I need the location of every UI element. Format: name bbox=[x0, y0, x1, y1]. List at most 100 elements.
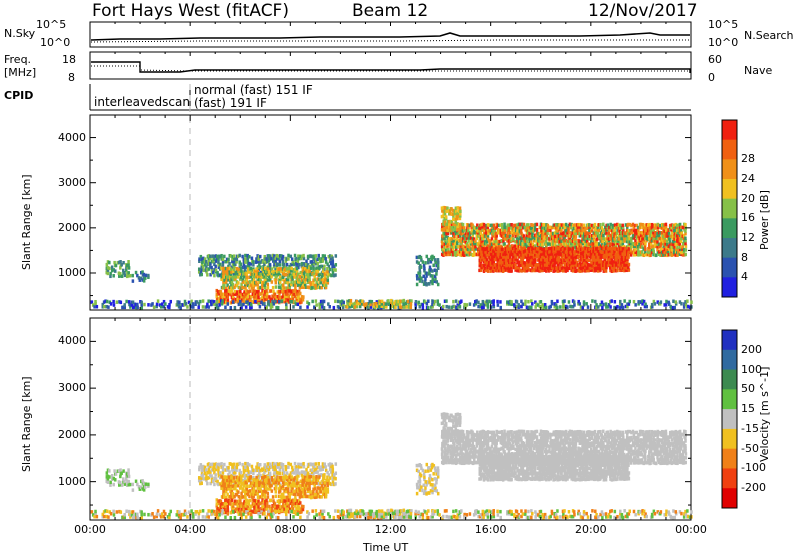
power-cell bbox=[517, 260, 520, 265]
power-cell bbox=[464, 231, 468, 235]
power-cell bbox=[621, 223, 624, 228]
velocity-cell bbox=[306, 464, 310, 469]
power-cell bbox=[574, 234, 578, 239]
velocity-cell bbox=[272, 465, 275, 469]
velocity-cell bbox=[127, 471, 130, 476]
power-cell bbox=[498, 228, 501, 233]
power-cell bbox=[260, 300, 263, 305]
power-cell bbox=[507, 249, 511, 254]
power-cell bbox=[427, 260, 430, 265]
power-cell bbox=[446, 225, 449, 230]
power-cell bbox=[556, 250, 560, 254]
power-cell bbox=[599, 239, 602, 243]
power-cell bbox=[446, 247, 450, 252]
velocity-cell bbox=[240, 491, 243, 496]
power-cell bbox=[472, 303, 476, 307]
power-cell bbox=[507, 255, 511, 259]
power-cell bbox=[613, 255, 616, 260]
power-cell bbox=[563, 299, 566, 303]
power-cell bbox=[599, 266, 603, 270]
power-cell bbox=[200, 267, 204, 272]
power-cell bbox=[528, 242, 531, 246]
power-cell bbox=[528, 254, 532, 259]
power-cell bbox=[319, 302, 323, 306]
power-cell bbox=[316, 277, 320, 281]
power-cell bbox=[593, 238, 597, 243]
power-cell bbox=[130, 303, 134, 307]
power-cell bbox=[538, 239, 541, 243]
power-cell bbox=[293, 253, 297, 258]
velocity-cell bbox=[303, 473, 306, 478]
power-cell bbox=[648, 242, 651, 246]
power-cell bbox=[441, 209, 444, 213]
velocity-cell bbox=[272, 473, 276, 477]
power-cell bbox=[101, 302, 104, 307]
power-cell bbox=[139, 276, 143, 281]
power-cell bbox=[560, 263, 563, 267]
power-cell bbox=[260, 291, 263, 296]
velocity-cell bbox=[238, 474, 241, 478]
power-cell bbox=[500, 245, 504, 250]
power-cell bbox=[436, 266, 440, 270]
power-cell bbox=[275, 269, 279, 274]
power-cell bbox=[520, 299, 523, 304]
power-cell bbox=[249, 262, 252, 266]
power-cell bbox=[608, 263, 611, 267]
power-cell bbox=[534, 222, 537, 227]
power-cell bbox=[347, 302, 350, 306]
power-cell bbox=[646, 250, 650, 254]
velocity-cell bbox=[235, 468, 238, 472]
power-cell bbox=[240, 269, 243, 273]
power-cell bbox=[650, 302, 654, 307]
power-cell bbox=[486, 225, 489, 230]
power-cell bbox=[644, 252, 647, 257]
power-cell bbox=[616, 255, 619, 260]
power-cell bbox=[220, 257, 223, 261]
power-cell bbox=[288, 269, 291, 274]
power-cell bbox=[611, 242, 615, 247]
power-cell bbox=[289, 292, 292, 296]
power-cell bbox=[444, 241, 448, 246]
velocity-cell bbox=[273, 462, 276, 466]
power-cell bbox=[580, 244, 583, 249]
power-cell bbox=[659, 236, 662, 241]
power-cell bbox=[467, 250, 470, 254]
power-cell bbox=[578, 234, 582, 238]
power-cell bbox=[457, 250, 460, 255]
power-cell bbox=[199, 272, 202, 277]
power-cell bbox=[613, 265, 617, 270]
power-cell bbox=[348, 299, 351, 303]
velocity-cell bbox=[106, 474, 110, 479]
power-cell bbox=[300, 261, 304, 266]
power-cell bbox=[645, 228, 648, 233]
power-cell bbox=[529, 230, 533, 235]
power-cell bbox=[246, 300, 249, 304]
power-cell bbox=[120, 274, 124, 279]
power-cell bbox=[524, 269, 527, 273]
power-cell bbox=[319, 272, 322, 277]
power-cell bbox=[493, 234, 497, 239]
power-cell bbox=[455, 247, 458, 252]
power-cell bbox=[226, 295, 229, 299]
power-cell bbox=[525, 236, 529, 240]
power-cell bbox=[460, 228, 463, 233]
power-cell bbox=[577, 231, 580, 236]
power-cell bbox=[239, 275, 243, 280]
power-cell bbox=[582, 233, 586, 238]
power-cell bbox=[627, 249, 630, 254]
power-cell bbox=[433, 299, 437, 304]
power-cell bbox=[675, 228, 679, 232]
power-cell bbox=[472, 239, 476, 244]
power-cell bbox=[580, 255, 583, 260]
power-cell bbox=[644, 247, 647, 252]
power-cell bbox=[624, 223, 628, 227]
power-cell bbox=[604, 237, 608, 241]
power-cell bbox=[484, 234, 487, 238]
power-cell bbox=[541, 252, 544, 256]
power-cell bbox=[635, 228, 639, 233]
power-cell bbox=[445, 304, 448, 309]
power-cell bbox=[659, 300, 663, 304]
power-cell bbox=[621, 242, 625, 246]
power-cell bbox=[241, 292, 245, 297]
power-cell bbox=[581, 231, 584, 235]
